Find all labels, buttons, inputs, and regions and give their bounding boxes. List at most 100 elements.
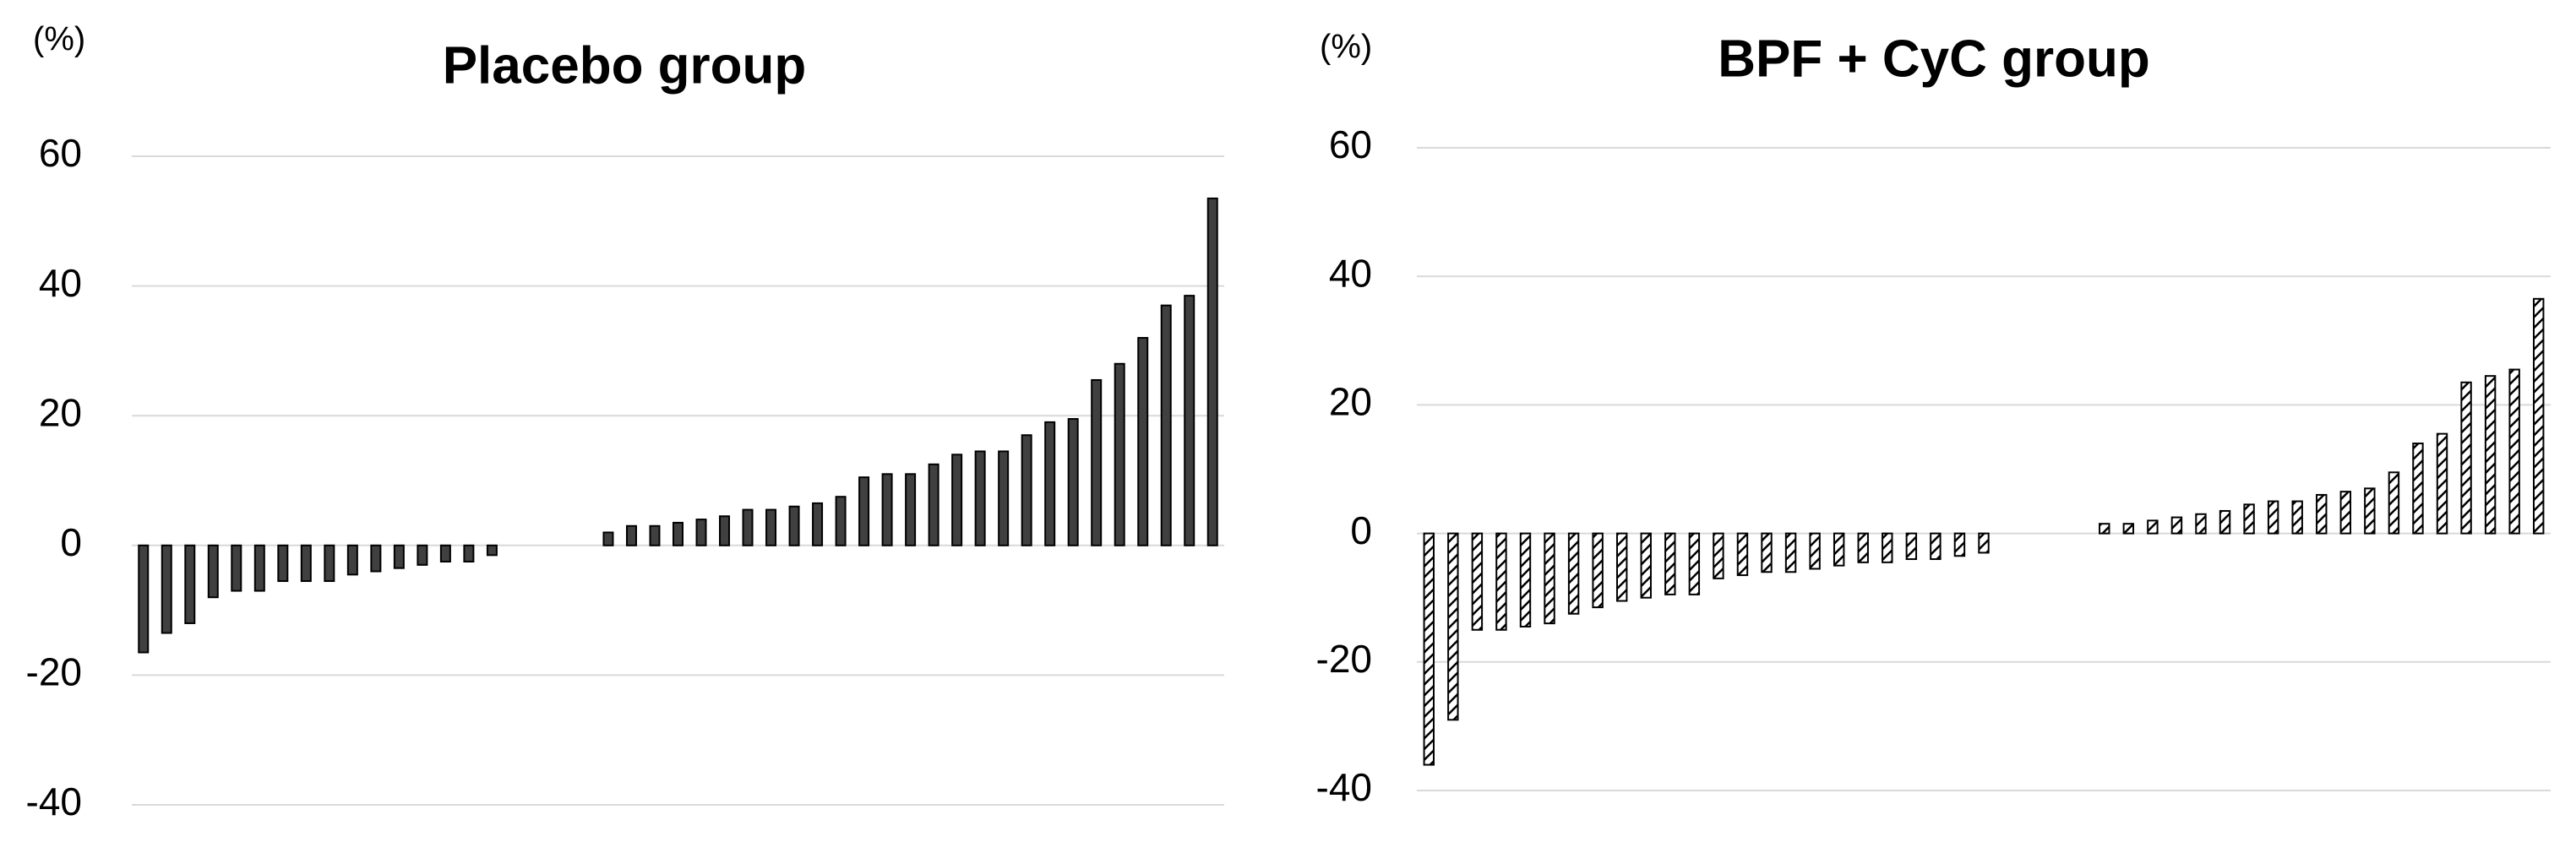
y-tick-label: 0 — [60, 520, 82, 564]
bar — [1833, 532, 1845, 567]
bar — [2243, 503, 2255, 535]
bar — [1615, 532, 1628, 602]
bar — [1091, 378, 1103, 546]
bar — [812, 502, 824, 546]
bar — [1592, 532, 1604, 609]
bar — [1784, 532, 1797, 573]
bar — [858, 476, 870, 546]
bar — [1495, 532, 1507, 631]
bar — [1809, 532, 1821, 570]
bar — [1184, 295, 1195, 546]
bar — [788, 505, 800, 546]
y-tick-label: 60 — [39, 131, 82, 175]
bar — [300, 544, 312, 583]
chart-title: Placebo group — [443, 36, 807, 95]
bar — [2484, 375, 2497, 535]
bar — [1905, 532, 1918, 561]
bar — [905, 473, 917, 546]
bar — [2147, 519, 2159, 535]
bar — [1736, 532, 1749, 577]
bar — [1021, 434, 1032, 546]
bar — [2291, 500, 2303, 535]
y-axis-unit: (%) — [33, 21, 85, 58]
bar — [1713, 532, 1724, 579]
bar — [2436, 432, 2448, 535]
y-tick-label: -40 — [1316, 765, 1372, 809]
bar — [1640, 532, 1652, 599]
y-tick-label: 60 — [1329, 122, 1372, 166]
bar — [1206, 197, 1218, 546]
bar — [2219, 509, 2231, 535]
bar — [2122, 523, 2135, 535]
bar — [370, 544, 382, 573]
bar — [998, 450, 1010, 546]
bar — [184, 544, 196, 624]
bar — [1519, 532, 1532, 628]
bar — [417, 544, 428, 566]
bar — [649, 524, 661, 546]
bar — [1544, 532, 1555, 625]
bar — [2099, 523, 2110, 535]
bar — [719, 515, 731, 546]
bar — [439, 544, 451, 562]
y-tick-label: -20 — [1316, 637, 1372, 681]
bar — [928, 463, 939, 546]
bar — [231, 544, 242, 592]
bar — [2412, 443, 2424, 535]
bar — [1447, 532, 1459, 721]
bar — [742, 508, 754, 546]
y-tick-label: -20 — [26, 650, 82, 694]
bar — [2316, 493, 2328, 535]
bar — [672, 521, 684, 546]
y-tick-label: 40 — [39, 261, 82, 305]
bar — [1567, 532, 1580, 615]
bar — [1857, 532, 1869, 563]
bar — [1930, 532, 1942, 561]
bar — [951, 454, 963, 546]
bar — [1044, 421, 1056, 546]
bar — [1688, 532, 1701, 595]
y-tick-label: 20 — [39, 390, 82, 434]
bar — [765, 508, 777, 546]
y-tick-label: 20 — [1329, 380, 1372, 424]
bar — [1160, 304, 1172, 546]
bar — [207, 544, 219, 599]
bar — [974, 450, 986, 546]
bar — [2339, 491, 2352, 535]
bar — [393, 544, 405, 569]
y-tick-label: 0 — [1350, 508, 1372, 552]
bar — [138, 544, 150, 654]
bar — [324, 544, 335, 583]
y-tick-label: -40 — [26, 780, 82, 823]
bar — [2460, 381, 2472, 535]
bar — [2170, 516, 2183, 535]
bar — [277, 544, 289, 583]
y-tick-label: 40 — [1329, 251, 1372, 295]
bar — [1471, 532, 1484, 631]
bar — [625, 524, 637, 546]
bar — [1882, 532, 1893, 563]
bar — [602, 531, 614, 546]
bar — [835, 496, 847, 546]
bar — [1067, 418, 1079, 546]
bar — [346, 544, 358, 576]
bar — [463, 544, 475, 562]
bar — [2533, 297, 2545, 535]
bar — [1978, 532, 1990, 554]
bar — [2508, 368, 2520, 535]
bar — [2195, 513, 2207, 535]
bar — [2267, 500, 2279, 535]
chart-title: BPF + CyC group — [1718, 30, 2150, 88]
y-axis-unit: (%) — [1320, 29, 1372, 66]
bar — [1664, 532, 1676, 595]
bar — [253, 544, 265, 592]
bar — [1761, 532, 1773, 573]
bar — [161, 544, 172, 634]
bar — [881, 473, 893, 546]
bar — [486, 544, 498, 557]
bar — [1423, 532, 1435, 766]
bar — [1953, 532, 1966, 557]
bar — [1137, 337, 1149, 546]
bar — [1114, 362, 1125, 546]
